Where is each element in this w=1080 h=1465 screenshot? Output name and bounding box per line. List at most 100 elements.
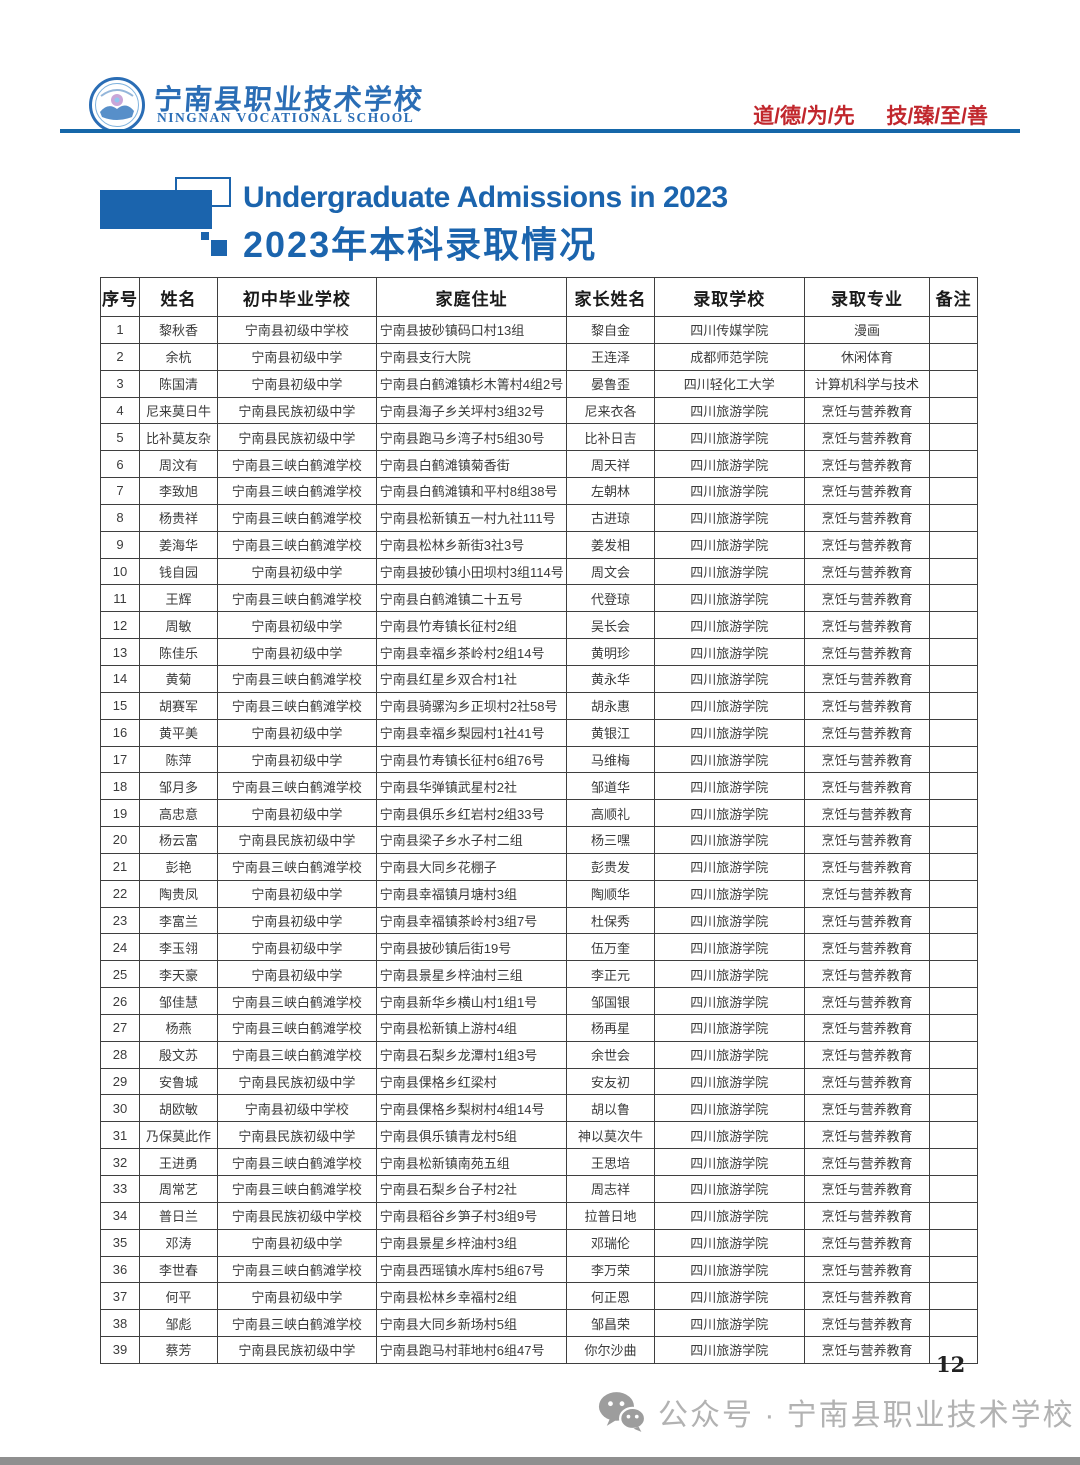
table-cell: 比补莫友杂 xyxy=(139,423,219,452)
table-cell: 宁南县初级中学 xyxy=(217,745,377,774)
table-cell: 周汶有 xyxy=(139,450,219,479)
table-cell: 宁南县民族初级中学校 xyxy=(217,1201,377,1230)
table-cell: 胡以鲁 xyxy=(566,1094,655,1123)
table-cell: 普日兰 xyxy=(139,1201,219,1230)
table-row: 4 尼来莫日牛 宁南县民族初级中学 宁南县海子乡关坪村3组32号 尼来衣各 四川旅游学院烹… xyxy=(99,396,978,425)
school-name-en: NINGNAN VOCATIONAL SCHOOL xyxy=(157,110,415,125)
table-cell: 尼来衣各 xyxy=(566,396,655,425)
table-cell: 漫画 xyxy=(803,316,931,344)
table-row: 25 李天豪 宁南县初级中学 宁南县景星乡梓油村三组 李正元 四川旅游学院 烹饪与营养教育 xyxy=(99,960,978,989)
table-row: 16 黄平美 宁南县初级中学 宁南县幸福乡梨园村1社41号 黄银江 四川旅游学院 烹饪与营养… xyxy=(99,718,978,747)
table-cell: 27 xyxy=(99,1013,141,1042)
table-cell: 宁南县白鹤滩镇二十五号 xyxy=(375,584,568,613)
table-cell: 姜海华 xyxy=(139,530,219,559)
table-cell: 宁南县新华乡横山村1组1号 xyxy=(375,987,568,1015)
title-decoration-square-small xyxy=(201,232,209,240)
table-cell: 四川旅游学院 xyxy=(653,772,805,801)
table-cell xyxy=(929,557,978,586)
table-cell: 宁南县初级中学 xyxy=(217,369,377,398)
table-cell: 烹饪与营养教育 xyxy=(803,450,931,479)
table-cell xyxy=(929,1255,978,1284)
table-cell: 四川旅游学院 xyxy=(653,1336,805,1364)
table-cell: 四川旅游学院 xyxy=(653,1013,805,1042)
table-cell: 陈国清 xyxy=(139,369,219,398)
table-cell: 黄平美 xyxy=(139,718,219,747)
table-cell: 烹饪与营养教育 xyxy=(803,638,931,666)
table-cell xyxy=(929,1175,978,1203)
table-cell: 3 xyxy=(99,369,141,398)
table-cell: 李正元 xyxy=(566,960,655,989)
table-row: 15 胡赛军 宁南县三峡白鹤滩学校 宁南县骑骡沟乡正坝村2社58号 胡永惠 四川旅游学院烹… xyxy=(99,691,978,720)
table-cell: 宁南县初级中学 xyxy=(217,799,377,828)
bottom-edge-bar xyxy=(0,1457,1080,1465)
table-cell: 宁南县华弹镇武星村2社 xyxy=(375,772,568,801)
table-cell xyxy=(929,1336,978,1364)
table-cell: 四川旅游学院 xyxy=(653,450,805,479)
table-cell: 26 xyxy=(99,987,141,1015)
table-cell: 10 xyxy=(99,557,141,586)
table-body: 1 黎秋香 宁南县初级中学校 宁南县披砂镇码口村13组 黎自金 四川传媒学院 漫画 2 余杭 宁南… xyxy=(99,316,978,1364)
table-cell: 宁南县披砂镇后街19号 xyxy=(375,933,568,962)
table-cell: 黄明珍 xyxy=(566,638,655,666)
table-cell: 20 xyxy=(99,826,141,854)
table-cell: 烹饪与营养教育 xyxy=(803,423,931,452)
table-cell: 烹饪与营养教育 xyxy=(803,477,931,505)
table-cell xyxy=(929,1282,978,1311)
table-cell: 宁南县初级中学 xyxy=(217,960,377,989)
table-cell: 神以莫次牛 xyxy=(566,1121,655,1150)
table-cell: 宁南县景星乡梓油村3组 xyxy=(375,1228,568,1257)
table-cell: 李玉翎 xyxy=(139,933,219,962)
table-cell: 成都师范学院 xyxy=(653,342,805,371)
table-cell xyxy=(929,530,978,559)
table-cell: 宁南县松林乡新街3社3号 xyxy=(375,530,568,559)
table-cell xyxy=(929,396,978,425)
wechat-account-label: 公众号 · 宁南县职业技术学校 xyxy=(658,1399,1075,1432)
table-cell: 宁南县初级中学 xyxy=(217,879,377,908)
table-cell: 杨再星 xyxy=(566,1013,655,1042)
table-cell: 比补日吉 xyxy=(566,423,655,452)
table-cell: 烹饪与营养教育 xyxy=(803,933,931,962)
table-cell: 胡永惠 xyxy=(566,691,655,720)
table-row: 32 王进勇 宁南县三峡白鹤滩学校 宁南县松新镇南苑五组 王思培 四川旅游学院 烹饪与营养教… xyxy=(99,1148,978,1176)
table-cell xyxy=(929,450,978,479)
table-cell xyxy=(929,1309,978,1338)
table-cell: 宁南县初级中学 xyxy=(217,933,377,962)
table-cell: 杨贵祥 xyxy=(139,503,219,532)
table-cell: 四川传媒学院 xyxy=(653,316,805,344)
table-cell: 黄菊 xyxy=(139,664,219,693)
table-cell xyxy=(929,852,978,881)
table-row: 36 李世春 宁南县三峡白鹤滩学校 宁南县西瑶镇水库村5组67号 李万荣 四川旅游学院 烹饪… xyxy=(99,1255,978,1284)
table-cell xyxy=(929,718,978,747)
table-cell: 烹饪与营养教育 xyxy=(803,879,931,908)
table-cell: 高顺礼 xyxy=(566,799,655,828)
table-cell: 王连泽 xyxy=(566,342,655,371)
table-cell: 烹饪与营养教育 xyxy=(803,1228,931,1257)
table-cell: 宁南县初级中学 xyxy=(217,1228,377,1257)
table-cell: 32 xyxy=(99,1148,141,1176)
table-cell: 何正恩 xyxy=(566,1282,655,1311)
table-row: 24 李玉翎 宁南县初级中学 宁南县披砂镇后街19号 伍万奎 四川旅游学院 烹饪与营养教育 xyxy=(99,933,978,962)
table-cell: 计算机科学与技术 xyxy=(803,369,931,398)
table-row: 11 王辉 宁南县三峡白鹤滩学校 宁南县白鹤滩镇二十五号 代登琼 四川旅游学院 烹饪与营养教… xyxy=(99,584,978,613)
table-cell xyxy=(929,369,978,398)
table-cell: 烹饪与营养教育 xyxy=(803,852,931,881)
table-cell: 烹饪与营养教育 xyxy=(803,1255,931,1284)
table-cell: 烹饪与营养教育 xyxy=(803,1309,931,1338)
header-divider xyxy=(60,129,1020,133)
table-cell: 6 xyxy=(99,450,141,479)
table-cell xyxy=(929,960,978,989)
table-cell: 宁南县民族初级中学 xyxy=(217,1336,377,1364)
table-cell: 宁南县民族初级中学 xyxy=(217,1121,377,1150)
table-cell: 烹饪与营养教育 xyxy=(803,1040,931,1069)
table-cell: 左朝林 xyxy=(566,477,655,505)
table-cell: 28 xyxy=(99,1040,141,1069)
table-cell: 安友初 xyxy=(566,1067,655,1096)
table-cell: 宁南县初级中学校 xyxy=(217,316,377,344)
table-cell: 宁南县初级中学校 xyxy=(217,1094,377,1123)
table-cell: 烹饪与营养教育 xyxy=(803,611,931,640)
table-cell: 李世春 xyxy=(139,1255,219,1284)
table-cell: 宁南县三峡白鹤滩学校 xyxy=(217,1148,377,1176)
table-cell: 烹饪与营养教育 xyxy=(803,584,931,613)
table-cell: 宁南县海子乡关坪村3组32号 xyxy=(375,396,568,425)
